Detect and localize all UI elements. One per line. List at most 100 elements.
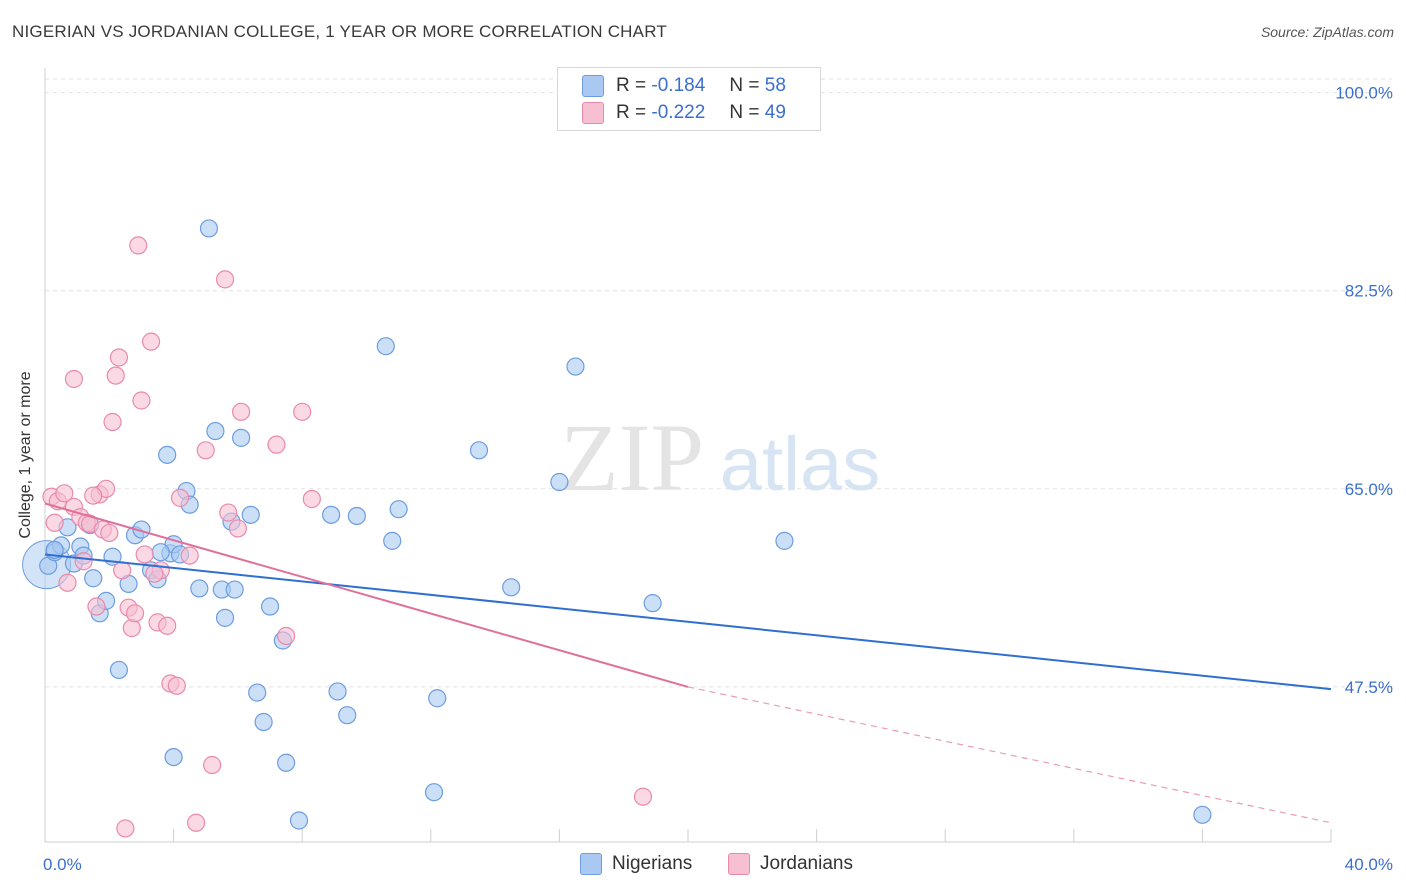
- data-point: [260, 597, 280, 616]
- data-point: [219, 503, 238, 522]
- data-point: [158, 445, 177, 464]
- correlation-legend: R = -0.184 N = 58 R = -0.222 N = 49: [557, 67, 821, 131]
- trend-lines: [44, 502, 1332, 824]
- watermark-atlas: atlas: [720, 422, 881, 507]
- data-point: [84, 486, 103, 505]
- data-point: [84, 569, 103, 588]
- data-point: [293, 402, 312, 421]
- data-point: [322, 505, 341, 524]
- data-point: [180, 546, 199, 565]
- data-point: [643, 594, 662, 613]
- x-tick-label: 40.0%: [1345, 855, 1393, 874]
- data-point: [469, 441, 489, 460]
- data-point: [550, 472, 569, 492]
- data-point: [389, 500, 408, 519]
- data-point: [277, 753, 296, 772]
- data-point: [215, 608, 235, 627]
- legend-r-value: -0.184: [651, 75, 706, 96]
- data-point: [190, 579, 209, 598]
- data-point: [164, 747, 183, 767]
- legend-r-label: R =: [616, 102, 647, 123]
- legend-n-value: 49: [764, 102, 786, 123]
- data-point: [289, 811, 309, 830]
- data-point: [103, 412, 122, 432]
- data-point: [338, 706, 357, 725]
- source-label: Source: ZipAtlas.com: [1260, 24, 1394, 40]
- bottom-legend-jordanians: Jordanians: [728, 852, 853, 876]
- data-point: [376, 337, 395, 356]
- legend-swatch-jordanians: [582, 102, 604, 124]
- data-point: [232, 428, 251, 447]
- data-point: [145, 564, 164, 583]
- data-point: [87, 597, 106, 616]
- data-point: [328, 682, 347, 701]
- legend-swatch-nigerians: [582, 75, 604, 97]
- data-point: [277, 626, 296, 646]
- data-point: [55, 484, 74, 503]
- watermark-zip: ZIP: [560, 404, 704, 511]
- bottom-legend-nigerians: Nigerians: [580, 852, 692, 876]
- data-point: [109, 660, 129, 680]
- bottom-legend-swatch-nigerians: [580, 853, 602, 875]
- bottom-legend-label: Jordanians: [760, 853, 853, 874]
- data-point: [151, 543, 170, 562]
- data-point: [113, 561, 132, 580]
- data-point: [132, 391, 151, 410]
- data-point: [206, 421, 225, 441]
- nigerians-points: [22, 219, 1212, 830]
- data-point: [58, 573, 77, 592]
- axes: [44, 68, 1332, 843]
- data-point: [225, 580, 244, 599]
- bottom-legend-swatch-jordanians: [728, 853, 750, 875]
- data-point: [215, 270, 235, 289]
- y-tick-label: 47.5%: [1345, 678, 1393, 697]
- data-point: [428, 689, 447, 708]
- data-point: [167, 676, 186, 695]
- data-point: [187, 813, 206, 832]
- data-point: [566, 357, 585, 376]
- data-point: [775, 531, 794, 550]
- data-point: [232, 402, 251, 421]
- legend-n-label: N =: [729, 102, 760, 123]
- data-point: [106, 366, 125, 385]
- chart-title: NIGERIAN VS JORDANIAN COLLEGE, 1 YEAR OR…: [12, 22, 667, 41]
- data-point: [74, 552, 93, 571]
- data-point: [122, 618, 141, 638]
- data-point: [424, 783, 444, 802]
- data-point: [254, 712, 273, 732]
- data-point: [129, 236, 148, 255]
- x-tick-label: 0.0%: [43, 855, 82, 874]
- data-point: [170, 488, 190, 507]
- data-point: [196, 441, 215, 460]
- data-point: [248, 683, 267, 702]
- data-point: [100, 523, 119, 543]
- legend-r-label: R =: [616, 75, 647, 96]
- data-point: [141, 332, 161, 351]
- legend-row-nigerians: R = -0.184 N = 58: [582, 74, 786, 98]
- data-point: [125, 604, 145, 623]
- data-point: [64, 369, 84, 389]
- data-point: [383, 531, 402, 550]
- watermark: ZIP atlas: [560, 404, 880, 511]
- legend-n-label: N =: [729, 75, 760, 96]
- data-point: [302, 489, 321, 509]
- trend-line: [44, 502, 689, 688]
- data-point: [633, 787, 653, 806]
- data-point: [241, 505, 260, 524]
- data-point: [267, 435, 286, 454]
- data-point: [45, 513, 64, 532]
- data-point: [158, 616, 177, 635]
- y-tick-label: 65.0%: [1345, 480, 1393, 499]
- data-point: [502, 578, 521, 597]
- data-point: [228, 519, 247, 538]
- y-tick-label: 100.0%: [1335, 84, 1393, 103]
- legend-row-jordanians: R = -0.222 N = 49: [582, 101, 786, 125]
- data-point: [199, 219, 219, 238]
- data-point: [135, 545, 154, 564]
- y-axis-label: College, 1 year or more: [17, 371, 34, 539]
- data-point: [1193, 805, 1212, 824]
- trend-line-extension: [687, 686, 1332, 824]
- tick-labels: 100.0% 82.5% 65.0% 47.5% 0.0% 40.0%: [43, 84, 1393, 874]
- gridlines: [45, 78, 1392, 688]
